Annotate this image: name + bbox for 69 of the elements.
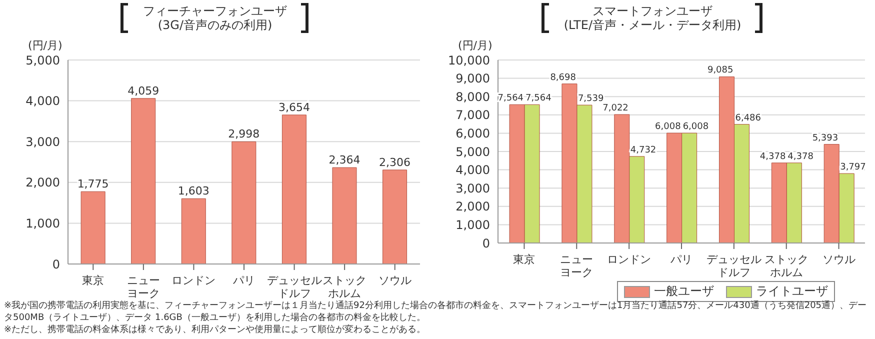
x-tick-label: デュッセルドルフ [706, 253, 762, 279]
y-tick-label: 3,000 [26, 134, 60, 149]
chart-title: スマートフォンユーザ [591, 4, 714, 18]
bar [80, 191, 106, 264]
bar [282, 114, 306, 264]
data-label: 4,732 [630, 145, 656, 156]
bar [382, 170, 408, 264]
legend-label: 一般ユーザ [654, 283, 714, 300]
data-label: 3,797 [840, 162, 866, 173]
x-tick-label: ニューヨーク [560, 253, 594, 279]
bar [131, 98, 156, 264]
y-tick-label: 8,000 [456, 90, 490, 104]
x-tick-label: パリ [232, 274, 255, 287]
y-tick-label: 10,000 [448, 53, 490, 68]
y-tick-label: 0 [482, 236, 490, 250]
y-tick-label: 3,000 [456, 181, 490, 196]
chart-subtitle: (LTE/音声・メール・データ利用) [564, 18, 742, 32]
data-label: 9,085 [707, 66, 734, 76]
data-label: 7,564 [526, 94, 552, 104]
x-tick-label: デュッセルドルフ [266, 274, 322, 300]
data-label: 7,539 [578, 94, 604, 104]
y-tick-label: 4,000 [26, 94, 60, 108]
data-label: 6,008 [682, 122, 709, 132]
chart-subtitle: (3G/音声のみの利用) [156, 18, 274, 32]
data-label: 2,364 [328, 154, 360, 167]
chart-title: フィーチャーフォンユーザ [143, 4, 287, 18]
data-label: 1,775 [77, 178, 109, 191]
x-tick-label: パリ [670, 253, 692, 266]
x-tick-label: ロンドン [172, 274, 216, 287]
y-tick-label: 2,000 [456, 200, 490, 214]
x-tick-label: ストックホルム [322, 274, 367, 300]
y-tick-label: 4,000 [456, 163, 490, 178]
data-label: 1,603 [178, 184, 210, 198]
data-label: 4,059 [128, 84, 160, 98]
x-tick-label: 東京 [82, 274, 104, 287]
y-tick-label: 5,000 [456, 144, 490, 159]
data-label: 6,008 [655, 122, 682, 132]
text: ※ただし、携帯電話の料金体系は様々であり、利用パターンや使用量によって順位が変わることがある。 [4, 324, 427, 336]
x-tick-label: ロンドン [607, 253, 652, 266]
y-axis-title: (円/月) [28, 38, 62, 53]
x-tick-label: ニューヨーク [126, 274, 160, 300]
data-label: 7,564 [498, 94, 524, 104]
y-tick-label: 6,000 [456, 126, 490, 140]
x-tick-label: ストックホルム [764, 253, 808, 279]
y-axis-title: (円/月) [458, 38, 492, 53]
legend-label: ライトユーザ [756, 283, 828, 300]
x-tick-label: ソウル [822, 253, 856, 266]
y-tick-label: 0 [52, 257, 60, 272]
data-label: 2,306 [379, 156, 411, 169]
y-tick-label: 7,000 [456, 108, 490, 122]
y-tick-label: 2,000 [26, 176, 60, 190]
text: ※我が国の携帯電話の利用実態を基に、フィーチャーフォンユーザーは１月当たり通話92分利用した場合の各都市の料金を、スマートフォンユーザーは1月当たり通話57分、メール430通（うち発信205通）、データ500MB（ライトユーザ）、データ 1.6GB（一般ユーザ）を利用した場合の各都市の料金を比較した。 [4, 300, 868, 324]
y-tick-label: 1,000 [26, 216, 60, 230]
data-label: 2,998 [228, 128, 260, 141]
x-tick-label: 東京 [513, 253, 536, 266]
bar [332, 167, 357, 264]
data-label: 4,378 [788, 152, 814, 162]
y-tick-label: 5,000 [26, 53, 60, 68]
data-label: 6,486 [735, 113, 762, 124]
x-tick-label: ソウル [378, 274, 412, 287]
y-tick-label: 1,000 [456, 218, 490, 232]
bar [232, 141, 256, 264]
y-tick-label: 9,000 [456, 72, 490, 86]
data-label: 4,378 [760, 152, 786, 162]
data-label: 3,654 [278, 100, 310, 114]
data-label: 5,393 [812, 133, 838, 144]
bar [181, 198, 206, 264]
data-label: 8,698 [550, 72, 576, 83]
data-label: 7,022 [602, 103, 628, 114]
